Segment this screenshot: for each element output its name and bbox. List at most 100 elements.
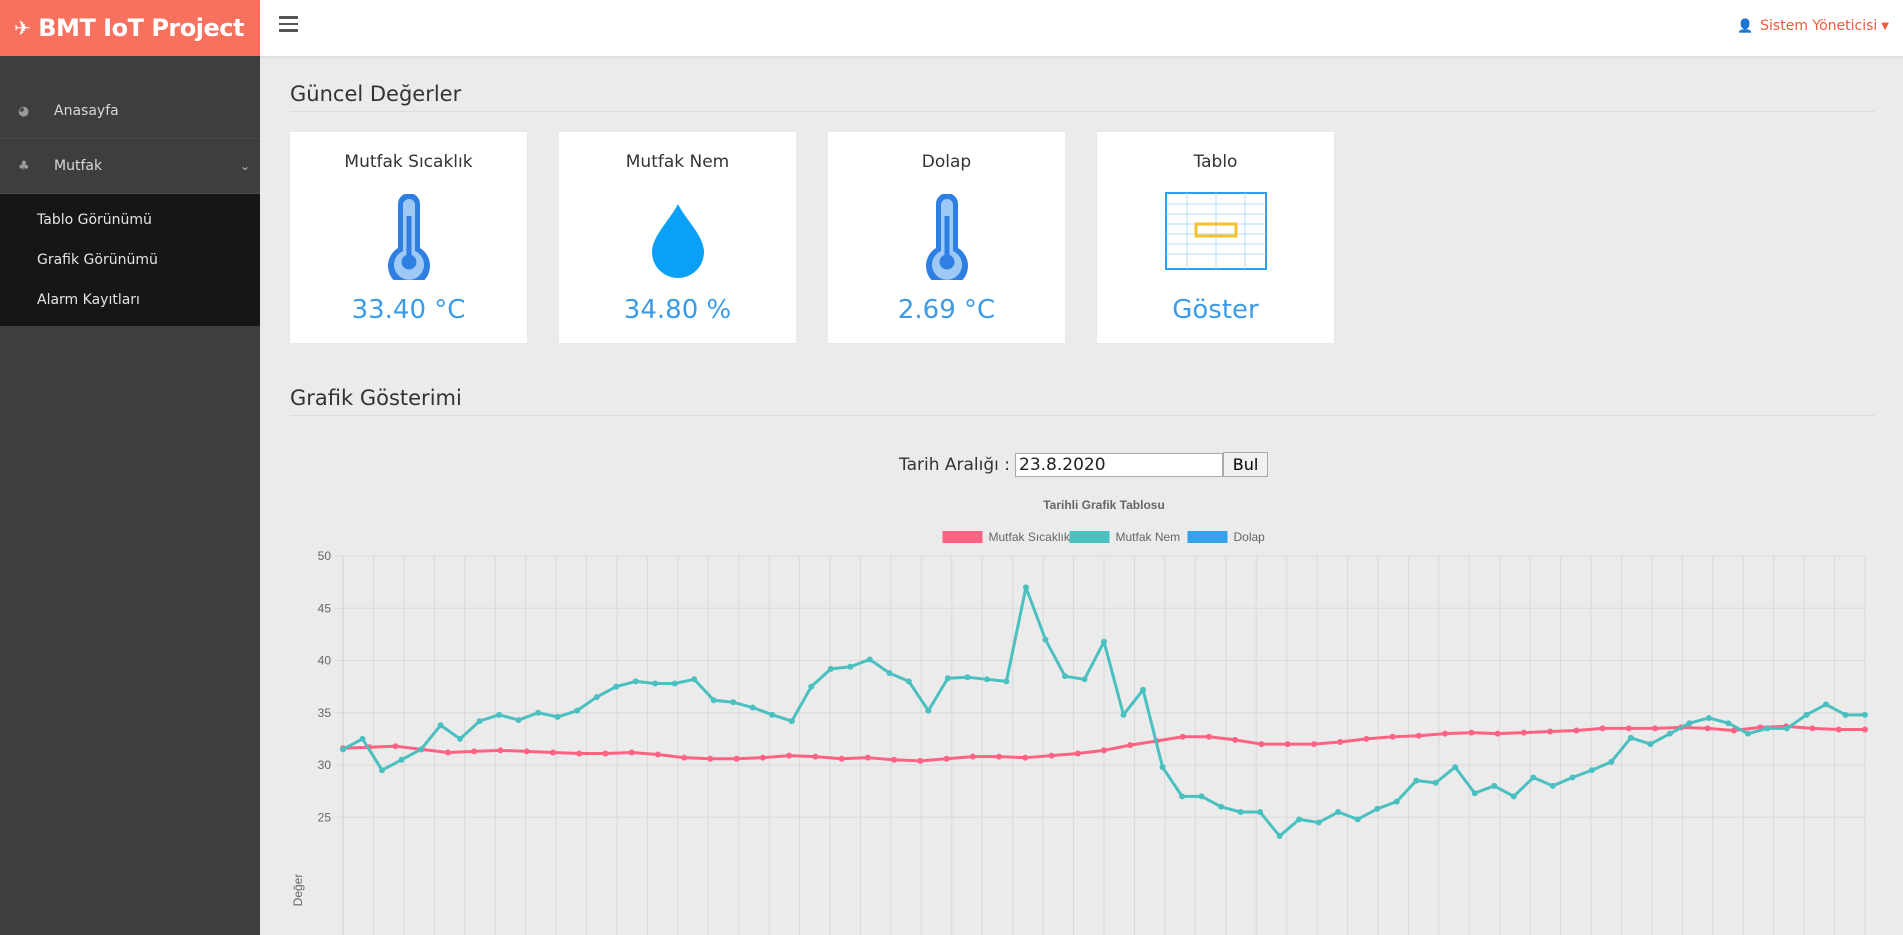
series-point-2 (1803, 711, 1810, 718)
sitemap-icon: ♣ (18, 158, 30, 174)
y-tick-label: 50 (318, 549, 332, 563)
series-point-2 (1510, 793, 1517, 800)
series-point-1 (497, 747, 504, 754)
series-point-1 (1127, 742, 1134, 749)
sidebar-item-mutfak[interactable]: ♣ Mutfak ⌄ (0, 139, 260, 194)
series-point-2 (944, 675, 951, 682)
series-point-2 (866, 656, 873, 663)
topbar: 👤 Sistem Yöneticisi ▼ (260, 0, 1903, 57)
series-point-1 (1363, 735, 1370, 742)
series-point-1 (1101, 747, 1107, 754)
series-point-2 (1179, 793, 1186, 800)
series-point-2 (379, 767, 386, 774)
table-icon (1097, 192, 1334, 270)
series-point-2 (1257, 809, 1264, 816)
series-point-2 (847, 663, 854, 670)
series-point-1 (1074, 750, 1081, 757)
series-point-2 (1022, 584, 1029, 591)
card-value: 33.40 °C (351, 295, 466, 325)
menu-toggle-icon[interactable] (279, 16, 298, 36)
section-title-chart: Grafik Gösterimi (290, 386, 1875, 416)
airplane-icon: ✈ (14, 16, 31, 40)
series-point-1 (1442, 730, 1449, 737)
series-point-2 (418, 746, 425, 753)
series-point-2 (359, 735, 366, 742)
date-input[interactable] (1015, 452, 1224, 477)
series-point-1 (786, 752, 793, 759)
series-point-2 (1237, 809, 1244, 816)
series-point-2 (1120, 711, 1127, 718)
card-value: 2.69 °C (897, 295, 996, 325)
search-button[interactable]: Bul (1223, 452, 1269, 477)
card-tablo[interactable]: Tablo Göster (1097, 132, 1334, 343)
sidebar-subitem-grafik[interactable]: Grafik Görünümü (37, 252, 158, 268)
card-value[interactable]: Göster (1172, 295, 1259, 325)
series-point-1 (1179, 733, 1186, 740)
series-point-2 (1569, 774, 1576, 781)
series-point-2 (593, 694, 600, 701)
series-point-2 (788, 718, 795, 725)
series-point-2 (886, 670, 893, 677)
series-point-2 (535, 709, 542, 716)
series-point-1 (1625, 725, 1632, 732)
series-point-1 (1415, 732, 1422, 739)
card-title: Mutfak Nem (625, 152, 730, 172)
card-title: Tablo (1193, 152, 1238, 172)
line-chart: Tarihli Grafik Tablosu Mutfak Sıcaklık Mut… (291, 498, 1868, 935)
series-point-1 (707, 755, 714, 762)
y-tick-label: 25 (318, 810, 332, 824)
series-point-1 (1573, 727, 1580, 734)
series-point-2 (1218, 803, 1225, 810)
water-drop-icon (559, 202, 796, 278)
user-icon: 👤 (1736, 18, 1754, 34)
series-point-2 (1783, 725, 1790, 732)
series-point-2 (1862, 711, 1868, 718)
series-point-2 (1549, 782, 1556, 789)
y-axis-label: Değer (291, 874, 305, 907)
series-point-1 (523, 748, 530, 755)
card-title: Dolap (921, 152, 972, 172)
series-point-2 (1705, 714, 1712, 721)
series-point-2 (1276, 833, 1283, 840)
series-point-2 (340, 746, 346, 753)
series-point-1 (1048, 752, 1055, 759)
sidebar-item-anasayfa[interactable]: ◕ Anasayfa (0, 84, 260, 139)
series-point-1 (1232, 736, 1239, 743)
brand[interactable]: ✈ BMT IoT Project (0, 0, 260, 56)
card-dolap: Dolap 2.69 °C (828, 132, 1065, 343)
series-point-2 (1588, 767, 1595, 774)
series-point-2 (457, 735, 464, 742)
legend-swatch (942, 531, 983, 543)
sidebar-subitem-alarm[interactable]: Alarm Kayıtları (37, 292, 140, 308)
series-point-2 (749, 704, 756, 711)
series-point-2 (574, 707, 581, 714)
series-point-2 (1296, 816, 1303, 823)
series-point-2 (1491, 782, 1498, 789)
series-point-2 (1042, 636, 1049, 643)
section-title-current: Güncel Değerler (290, 82, 1875, 112)
series-point-1 (1494, 730, 1501, 737)
series-point-1 (996, 753, 1003, 760)
series-point-1 (1704, 725, 1711, 732)
series-point-1 (1520, 729, 1527, 736)
series-point-1 (1835, 726, 1842, 733)
legend-label: Mutfak Sıcaklık (989, 530, 1071, 544)
series-point-2 (496, 711, 503, 718)
series-point-2 (671, 680, 678, 687)
series-point-1 (943, 755, 950, 762)
series-point-1 (471, 748, 478, 755)
series-point-1 (864, 754, 871, 761)
series-point-1 (733, 755, 740, 762)
sidebar-subitem-tablo[interactable]: Tablo Görünümü (37, 212, 152, 228)
sidebar-submenu: Tablo Görünümü Grafik Görünümü Alarm Kay… (0, 194, 260, 326)
series-point-2 (691, 676, 698, 683)
thermometer-icon (290, 194, 527, 280)
user-menu[interactable]: 👤 Sistem Yöneticisi ▼ (1737, 18, 1889, 34)
series-point-2 (632, 678, 639, 685)
series-point-2 (1374, 805, 1381, 812)
legend-label: Dolap (1234, 530, 1266, 544)
series-point-1 (444, 749, 451, 756)
series-point-1 (812, 753, 819, 760)
series-point-2 (983, 676, 990, 683)
series-point-2 (905, 678, 912, 685)
